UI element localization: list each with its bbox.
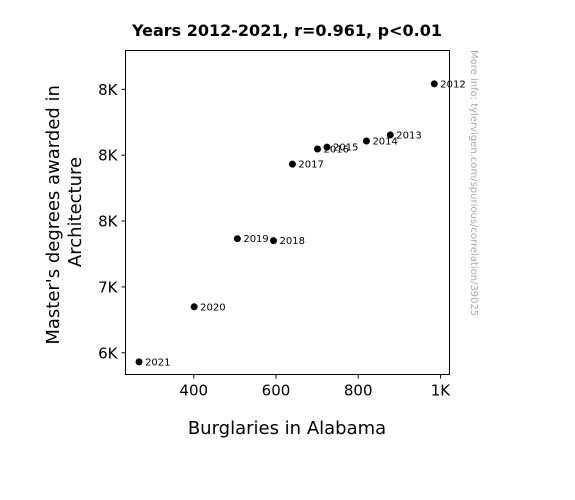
y-axis-label: Master's degrees awarded in Architecture — [43, 79, 86, 344]
x-tick-label: 600 — [262, 382, 291, 400]
plot-area — [125, 50, 450, 375]
data-point — [314, 145, 322, 153]
chart-title: Years 2012-2021, r=0.961, p<0.01 — [131, 21, 442, 40]
y-tick-label: 8K — [98, 213, 119, 231]
y-axis-label-line-2: Architecture — [65, 157, 86, 267]
x-tick-label: 400 — [179, 382, 208, 400]
point-label: 2020 — [200, 302, 225, 313]
data-point — [270, 237, 278, 245]
x-axis-ticks: 400 600 800 1K — [179, 374, 452, 400]
data-point — [386, 131, 394, 139]
data-point — [430, 80, 438, 88]
y-axis-label-line-1: Master's degrees awarded in — [43, 85, 64, 345]
point-label: 2013 — [396, 130, 421, 141]
y-tick-label: 8K — [98, 147, 119, 165]
data-point — [362, 137, 370, 145]
point-label: 2017 — [298, 160, 323, 171]
point-label: 2019 — [243, 234, 268, 245]
data-point — [288, 160, 296, 168]
point-label: 2015 — [333, 143, 358, 154]
y-axis-ticks: 6K 7K 8K 8K 8K — [98, 81, 126, 362]
y-tick-label: 6K — [98, 344, 119, 362]
data-point — [323, 143, 331, 151]
source-watermark: More info: tylervigen.com/spurious/corre… — [468, 50, 479, 316]
x-tick-label: 800 — [344, 382, 373, 400]
data-point — [233, 235, 241, 243]
x-axis-label: Burglaries in Alabama — [188, 418, 386, 439]
y-tick-label: 8K — [98, 81, 119, 99]
y-tick-label: 7K — [98, 278, 119, 296]
point-label: 2014 — [372, 136, 397, 147]
point-label: 2012 — [440, 79, 465, 90]
data-point — [190, 303, 198, 311]
point-label: 2021 — [145, 357, 170, 368]
point-label: 2016 — [324, 145, 349, 156]
x-tick-label: 1K — [431, 382, 452, 400]
point-label: 2018 — [280, 236, 305, 247]
data-point — [135, 358, 143, 366]
